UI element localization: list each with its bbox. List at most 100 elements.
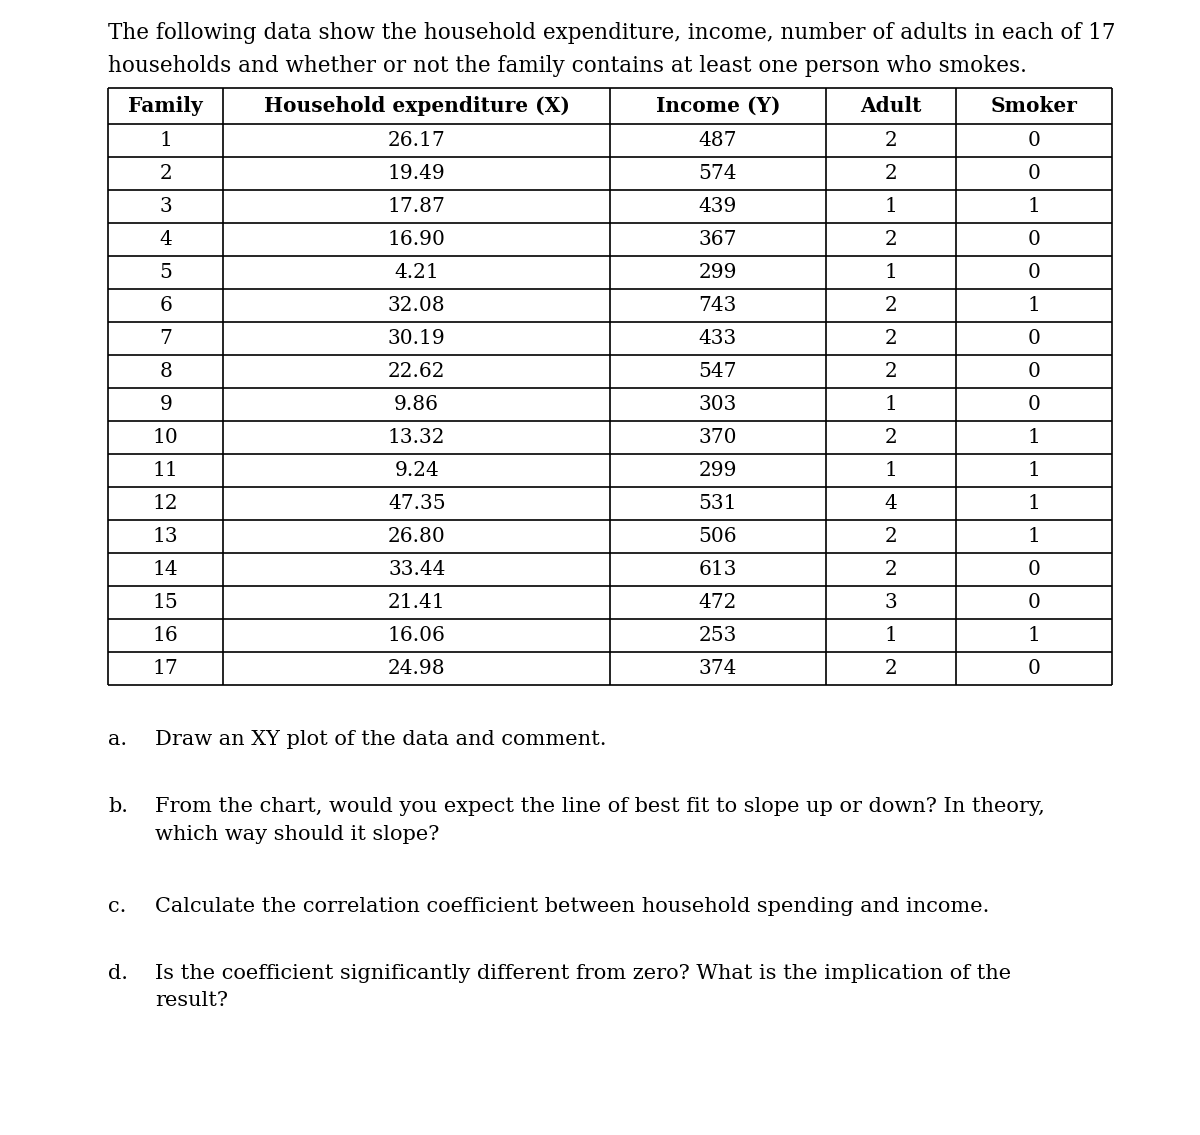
Text: 0: 0 [1027,131,1040,150]
Text: Income (Y): Income (Y) [655,96,780,116]
Text: Smoker: Smoker [991,96,1078,116]
Text: 1: 1 [1027,461,1040,480]
Text: 1: 1 [1027,197,1040,216]
Text: 2: 2 [884,230,898,249]
Text: Family: Family [128,96,203,116]
Text: 2: 2 [884,659,898,678]
Text: 4.21: 4.21 [395,263,439,281]
Text: 33.44: 33.44 [388,560,445,579]
Text: The following data show the household expenditure, income, number of adults in e: The following data show the household ex… [108,22,1116,44]
Text: 7: 7 [160,329,172,348]
Text: 16: 16 [152,627,179,645]
Text: 1: 1 [884,395,898,414]
Text: 253: 253 [698,627,737,645]
Text: 299: 299 [698,263,737,281]
Text: Calculate the correlation coefficient between household spending and income.: Calculate the correlation coefficient be… [155,897,989,916]
Text: 26.17: 26.17 [388,131,445,150]
Text: 0: 0 [1027,560,1040,579]
Text: 13.32: 13.32 [388,428,445,447]
Text: 0: 0 [1027,659,1040,678]
Text: 9.24: 9.24 [395,461,439,480]
Text: 9: 9 [160,395,172,414]
Text: a.: a. [108,730,127,749]
Text: 4: 4 [160,230,172,249]
Text: Adult: Adult [860,96,922,116]
Text: 26.80: 26.80 [388,527,445,546]
Text: 10: 10 [152,428,179,447]
Text: 5: 5 [160,263,172,281]
Text: 2: 2 [884,329,898,348]
Text: 299: 299 [698,461,737,480]
Text: 487: 487 [698,131,737,150]
Text: 6: 6 [160,296,172,316]
Text: 472: 472 [698,592,737,612]
Text: 16.90: 16.90 [388,230,445,249]
Text: 0: 0 [1027,592,1040,612]
Text: 2: 2 [884,296,898,316]
Text: 2: 2 [160,163,172,183]
Text: 370: 370 [698,428,737,447]
Text: From the chart, would you expect the line of best fit to slope up or down? In th: From the chart, would you expect the lin… [155,797,1045,843]
Text: 17: 17 [152,659,179,678]
Text: Is the coefficient significantly different from zero? What is the implication of: Is the coefficient significantly differe… [155,964,1012,1010]
Text: 19.49: 19.49 [388,163,445,183]
Text: households and whether or not the family contains at least one person who smokes: households and whether or not the family… [108,54,1027,77]
Text: 2: 2 [884,527,898,546]
Text: 0: 0 [1027,329,1040,348]
Text: 4: 4 [884,494,898,513]
Text: 531: 531 [698,494,737,513]
Text: 574: 574 [698,163,737,183]
Text: 1: 1 [884,627,898,645]
Text: 1: 1 [884,461,898,480]
Text: 1: 1 [884,263,898,281]
Text: 12: 12 [152,494,179,513]
Text: 22.62: 22.62 [388,362,445,381]
Text: 8: 8 [160,362,172,381]
Text: 17.87: 17.87 [388,197,445,216]
Text: 374: 374 [698,659,737,678]
Text: 367: 367 [698,230,737,249]
Text: 3: 3 [160,197,172,216]
Text: b.: b. [108,797,128,816]
Text: 2: 2 [884,560,898,579]
Text: 1: 1 [1027,527,1040,546]
Text: d.: d. [108,964,128,983]
Text: 11: 11 [152,461,179,480]
Text: 0: 0 [1027,362,1040,381]
Text: 2: 2 [884,131,898,150]
Text: 613: 613 [698,560,737,579]
Text: 1: 1 [1027,627,1040,645]
Text: 1: 1 [160,131,172,150]
Text: 433: 433 [698,329,737,348]
Text: 547: 547 [698,362,737,381]
Text: 3: 3 [884,592,898,612]
Text: 1: 1 [1027,494,1040,513]
Text: 47.35: 47.35 [388,494,445,513]
Text: 9.86: 9.86 [395,395,439,414]
Text: 1: 1 [1027,428,1040,447]
Text: 0: 0 [1027,163,1040,183]
Text: 2: 2 [884,362,898,381]
Text: Draw an XY plot of the data and comment.: Draw an XY plot of the data and comment. [155,730,606,749]
Text: 303: 303 [698,395,737,414]
Text: 24.98: 24.98 [388,659,445,678]
Text: 439: 439 [698,197,737,216]
Text: 16.06: 16.06 [388,627,445,645]
Text: 0: 0 [1027,263,1040,281]
Text: 2: 2 [884,163,898,183]
Text: 0: 0 [1027,230,1040,249]
Text: Household expenditure (X): Household expenditure (X) [264,96,570,116]
Text: 15: 15 [152,592,179,612]
Text: 743: 743 [698,296,737,316]
Text: 21.41: 21.41 [388,592,445,612]
Text: 30.19: 30.19 [388,329,445,348]
Text: 2: 2 [884,428,898,447]
Text: c.: c. [108,897,126,916]
Text: 1: 1 [884,197,898,216]
Text: 32.08: 32.08 [388,296,445,316]
Text: 1: 1 [1027,296,1040,316]
Text: 14: 14 [152,560,179,579]
Text: 0: 0 [1027,395,1040,414]
Text: 506: 506 [698,527,737,546]
Text: 13: 13 [152,527,179,546]
